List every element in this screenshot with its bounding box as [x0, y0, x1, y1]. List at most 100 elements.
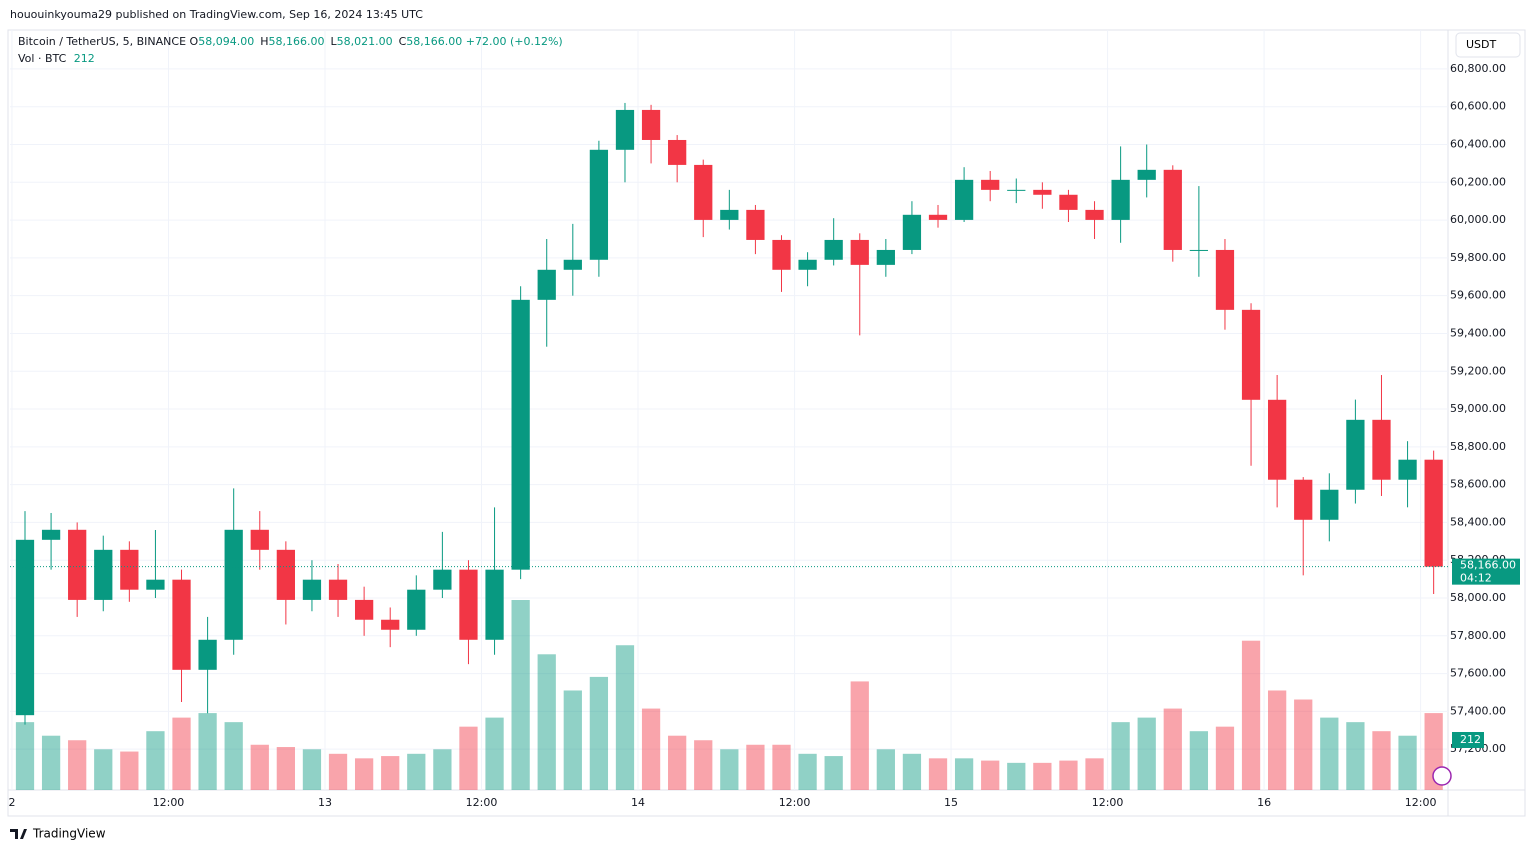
candle-body	[746, 209, 765, 240]
volume-bar	[746, 744, 765, 790]
candle-body	[302, 579, 322, 600]
volume-legend: Vol · BTC 212	[18, 52, 95, 65]
volume-label: Vol · BTC	[18, 52, 67, 65]
volume-bar	[1059, 760, 1078, 790]
ohlc: O58,094.00 H58,166.00 L58,021.00 C58,166.00	[190, 35, 463, 48]
x-tick-label: 2	[8, 796, 15, 809]
y-tick-label: 60,800.00	[1450, 62, 1506, 75]
candle-body	[928, 214, 948, 220]
volume-bar	[198, 713, 217, 790]
volume-bar	[172, 717, 191, 790]
y-tick-label: 59,800.00	[1450, 251, 1506, 264]
x-tick-label: 12:00	[779, 796, 811, 809]
volume-bar	[41, 735, 61, 790]
candle-body	[850, 239, 869, 265]
candle-body	[68, 529, 87, 600]
x-tick-label: 16	[1257, 796, 1271, 809]
candle-body	[224, 529, 243, 640]
volume-bar	[1007, 762, 1026, 790]
volume-bar	[511, 600, 530, 790]
volume-bar	[94, 749, 113, 790]
candle-body	[537, 269, 556, 300]
footer-logo: TradingView	[10, 827, 106, 841]
candle-body	[1398, 459, 1417, 480]
y-tick-label: 59,400.00	[1450, 326, 1506, 339]
volume-bar	[902, 753, 922, 790]
ohlc-value: 58,166.00	[406, 35, 463, 48]
volume-bar	[1085, 758, 1104, 790]
volume-bar	[354, 758, 374, 790]
candle-layer	[15, 102, 1443, 725]
candle-body	[1189, 249, 1209, 251]
candle-body	[276, 549, 295, 600]
currency-button[interactable]	[1455, 32, 1521, 58]
candle-body	[1163, 169, 1182, 250]
candle-body	[120, 549, 139, 590]
candle-body	[694, 164, 713, 220]
volume-bar	[589, 676, 609, 790]
candle-body	[407, 589, 426, 630]
volume-bar	[485, 717, 504, 790]
volume-bar	[641, 708, 661, 790]
y-tick-label: 57,400.00	[1450, 704, 1506, 717]
candle-body	[146, 579, 165, 590]
x-tick-label: 12:00	[153, 796, 185, 809]
change: +72.00 (+0.12%)	[465, 35, 563, 48]
volume-tag-label: 212	[1460, 733, 1481, 746]
volume-bar	[668, 735, 687, 790]
volume-bar	[146, 731, 165, 790]
volume-layer	[15, 600, 1443, 790]
legend-line: Bitcoin / TetherUS, 5, BINANCE O58,094.0…	[18, 35, 563, 48]
volume-bar	[772, 744, 791, 790]
candle-body	[720, 209, 739, 220]
candle-body	[615, 109, 635, 150]
candle-body	[15, 539, 35, 716]
y-tick-label: 60,600.00	[1450, 100, 1506, 113]
candle-body	[876, 249, 895, 265]
volume-bar	[433, 749, 452, 790]
y-tick-label: 58,400.00	[1450, 515, 1506, 528]
y-tick-label: 58,000.00	[1450, 591, 1506, 604]
y-tick-label: 57,600.00	[1450, 667, 1506, 680]
ohlc-value: 58,094.00	[198, 35, 255, 48]
candle-body	[641, 109, 661, 140]
candle-body	[798, 259, 817, 270]
candle-body	[459, 569, 478, 640]
volume-bar	[15, 722, 35, 790]
volume-bar	[1398, 735, 1417, 790]
price-tag	[1452, 558, 1520, 585]
x-tick-label: 12:00	[466, 796, 498, 809]
candle-body	[1372, 419, 1391, 480]
candle-body	[981, 179, 1000, 190]
y-tick-label: 59,000.00	[1450, 402, 1506, 415]
candle-body	[1268, 399, 1287, 480]
currency-label: USDT	[1466, 38, 1497, 51]
price-tag-label: 58,166.00	[1460, 559, 1516, 572]
candle-body	[1215, 249, 1235, 310]
volume-bar	[1241, 640, 1261, 790]
candle-body	[954, 179, 974, 220]
x-tick-label: 13	[318, 796, 332, 809]
candle-body	[1007, 189, 1026, 191]
volume-bar	[1189, 731, 1209, 790]
volume-bar	[850, 681, 869, 790]
candle-body	[1033, 189, 1052, 195]
candle-body	[1137, 169, 1156, 180]
alert-icon[interactable]	[1432, 766, 1452, 786]
volume-bar	[1111, 722, 1130, 790]
y-tick-label: 59,200.00	[1450, 364, 1506, 377]
volume-bar	[928, 758, 948, 790]
volume-bar	[1320, 717, 1339, 790]
volume-bar	[276, 747, 295, 790]
ohlc-key: H	[260, 35, 269, 48]
candle-body	[41, 529, 61, 540]
candle-body	[1059, 194, 1078, 210]
x-tick-label: 14	[631, 796, 645, 809]
y-tick-label: 58,800.00	[1450, 440, 1506, 453]
ohlc-value: 58,021.00	[336, 35, 393, 48]
volume-bar	[224, 722, 243, 790]
candle-body	[563, 259, 582, 270]
axes: 57,200.0057,400.0057,600.0057,800.0058,0…	[8, 62, 1520, 809]
volume-bar	[302, 749, 322, 790]
